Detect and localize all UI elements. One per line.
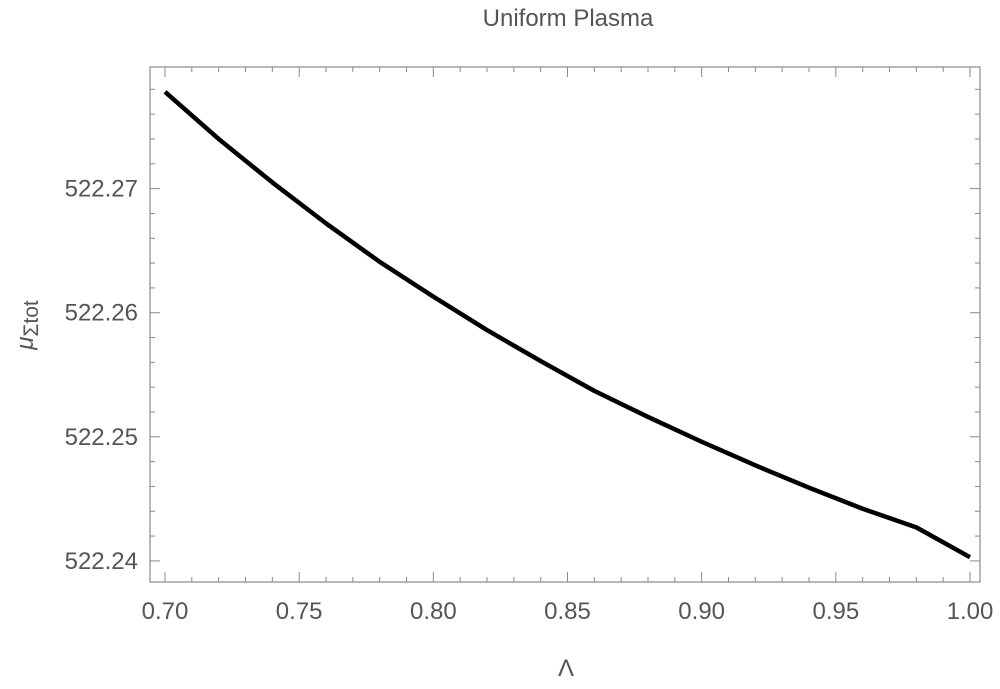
tick-marks bbox=[150, 67, 980, 582]
y-axis-label-main: μ bbox=[12, 337, 39, 351]
x-tick-label: 1.00 bbox=[947, 598, 994, 625]
x-tick-labels: 0.70 0.75 0.80 0.85 0.90 0.95 1.00 bbox=[142, 598, 994, 625]
x-axis-label: Λ bbox=[558, 655, 574, 682]
x-tick-label: 0.70 bbox=[142, 598, 189, 625]
series-line bbox=[163, 90, 972, 560]
x-tick-label: 0.95 bbox=[812, 598, 859, 625]
y-axis-label-sub: Σtot bbox=[20, 300, 43, 336]
y-axis-label: μΣtot bbox=[12, 300, 43, 351]
x-tick-label: 0.85 bbox=[544, 598, 591, 625]
x-tick-label: 0.90 bbox=[678, 598, 725, 625]
x-tick-label: 0.80 bbox=[410, 598, 457, 625]
chart-title: Uniform Plasma bbox=[483, 5, 654, 32]
y-tick-label: 522.24 bbox=[65, 548, 138, 575]
plot-frame bbox=[149, 66, 981, 583]
y-tick-labels: 522.24 522.25 522.26 522.27 bbox=[65, 176, 138, 575]
x-tick-label: 0.75 bbox=[276, 598, 323, 625]
y-tick-label: 522.26 bbox=[65, 300, 138, 327]
y-tick-label: 522.25 bbox=[65, 424, 138, 451]
y-tick-label: 522.27 bbox=[65, 176, 138, 203]
